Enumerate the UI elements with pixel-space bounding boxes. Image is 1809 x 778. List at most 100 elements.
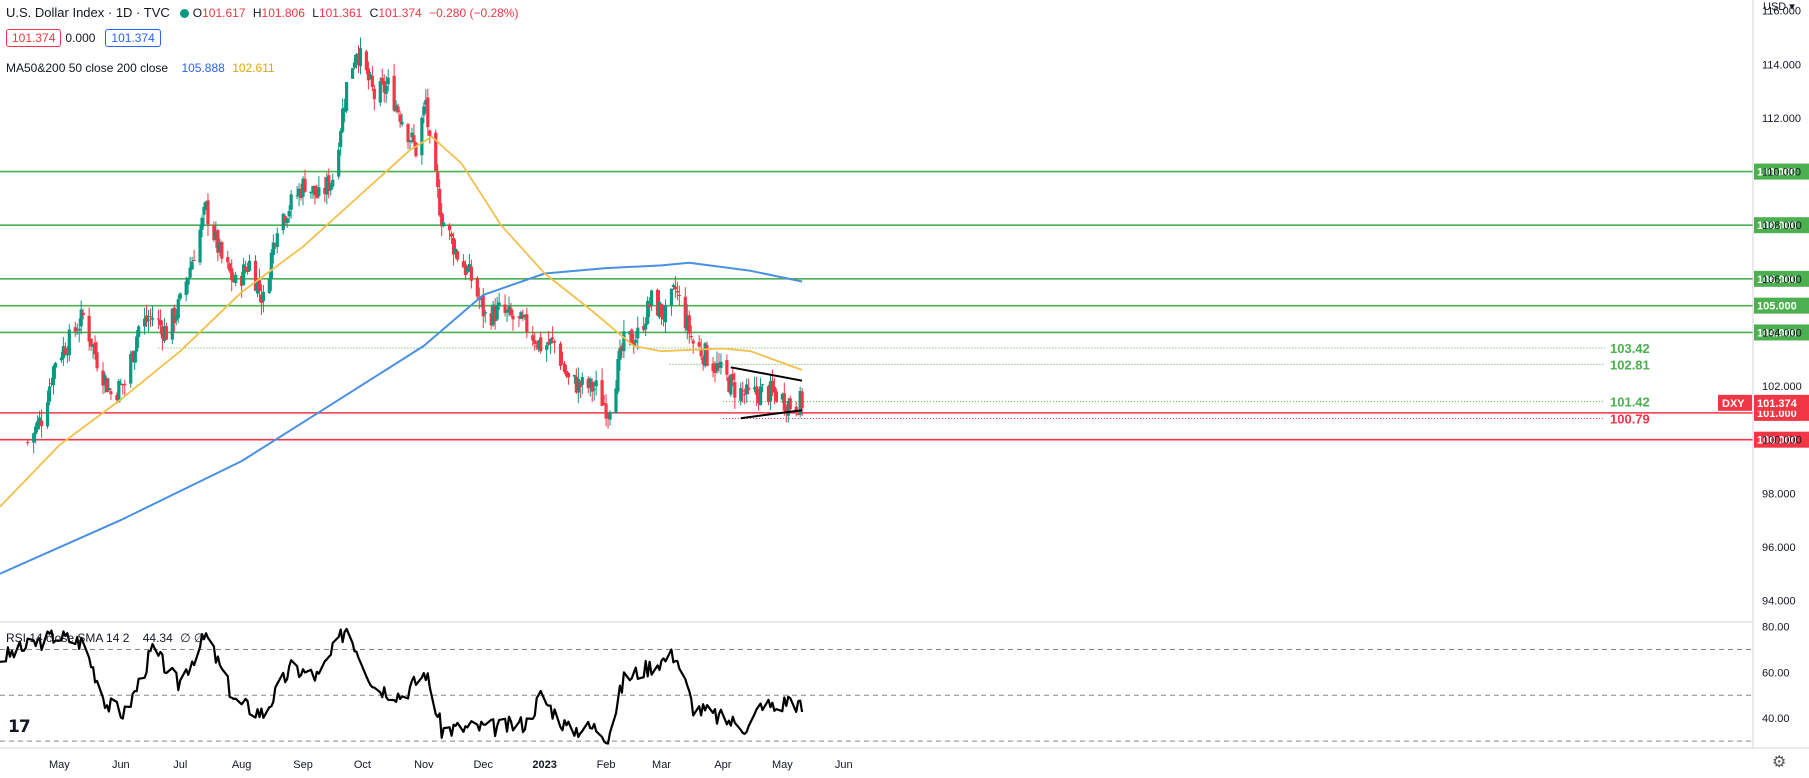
- candle-body: [550, 337, 555, 340]
- candle-body: [725, 360, 729, 375]
- candle-body: [396, 106, 400, 113]
- annotation-label: 100.79: [1610, 412, 1650, 427]
- rsi-tick-label: 40.00: [1762, 713, 1790, 725]
- candle-body: [133, 350, 137, 363]
- candle-body: [67, 329, 71, 356]
- candle-body: [36, 421, 40, 430]
- candle-body: [184, 281, 188, 296]
- candle-body: [503, 304, 507, 313]
- candle-body: [406, 124, 410, 143]
- candle-body: [655, 289, 660, 316]
- candle-body: [200, 217, 204, 230]
- candle-body: [91, 344, 95, 347]
- candle-body: [743, 394, 747, 396]
- candle-body: [295, 195, 299, 197]
- candle-body: [729, 374, 733, 395]
- candle-body: [309, 191, 313, 194]
- candle-body: [717, 364, 721, 367]
- y-tick-label: 112.000: [1762, 113, 1801, 125]
- candle-body: [89, 338, 93, 347]
- y-tick-label: 98.000: [1762, 488, 1796, 500]
- candle-body: [285, 218, 289, 224]
- candle-body: [657, 301, 662, 318]
- candle-body: [784, 408, 788, 414]
- candle-body: [93, 342, 97, 355]
- candle-body: [630, 329, 634, 345]
- candle-body: [689, 336, 693, 338]
- last-price-label: 101.374: [1757, 398, 1798, 410]
- x-tick-label: Jun: [835, 759, 853, 771]
- candle-body: [715, 363, 719, 371]
- candle-body: [410, 132, 414, 138]
- candle-body: [380, 77, 384, 83]
- candle-body: [463, 264, 468, 276]
- rsi-legend[interactable]: RSI 14 close SMA 14 2 44.34 ∅ ∅: [6, 631, 208, 645]
- ma200-value: 102.611: [232, 61, 275, 75]
- currency-selector[interactable]: USD ▾: [1763, 1, 1795, 13]
- candle-body: [659, 303, 664, 317]
- candle-body: [622, 331, 626, 352]
- candle-body: [75, 332, 79, 334]
- candle-body: [131, 351, 135, 362]
- candle-body: [382, 81, 386, 93]
- candle-body: [142, 318, 147, 327]
- candle-body: [150, 317, 155, 320]
- candle-body: [495, 305, 499, 320]
- candle-body: [705, 345, 709, 366]
- candle-body: [156, 318, 161, 320]
- candle-body: [214, 230, 218, 240]
- triangle-upper-line: [730, 366, 803, 382]
- candle-body: [701, 357, 705, 365]
- candle-body: [634, 339, 638, 343]
- sell-price[interactable]: 101.374: [6, 29, 62, 47]
- candle-body: [315, 193, 319, 198]
- candle-body: [758, 386, 763, 406]
- candle-body: [537, 340, 541, 350]
- ma-legend-label: MA50&200 50 close 200 close: [6, 61, 169, 75]
- candle-body: [447, 224, 452, 231]
- x-tick-label: May: [772, 759, 793, 771]
- candle-body: [218, 242, 222, 252]
- candle-body: [618, 348, 622, 360]
- candle-body: [283, 216, 287, 222]
- x-tick-label: May: [49, 759, 70, 771]
- level-tag: [1754, 431, 1809, 448]
- candle-body: [719, 361, 723, 368]
- candle-body: [479, 298, 483, 300]
- candle-body: [202, 206, 206, 215]
- candle-body: [267, 278, 271, 294]
- candle-body: [275, 233, 279, 248]
- candle-body: [727, 377, 731, 393]
- candle-body: [121, 384, 125, 386]
- buy-price[interactable]: 101.374: [105, 29, 161, 47]
- candle-body: [677, 295, 681, 297]
- candle-body: [493, 305, 497, 322]
- candle-body: [259, 294, 264, 303]
- ohlc-readout: O101.617 H101.806 L101.361 C101.374 −0.2…: [192, 6, 519, 20]
- symbol-title[interactable]: U.S. Dollar Index · 1D · TVC: [6, 5, 170, 20]
- candle-body: [420, 117, 424, 156]
- candle-body: [242, 264, 246, 286]
- candle-body: [53, 362, 58, 368]
- candle-body: [574, 376, 578, 393]
- candle-body: [608, 412, 612, 420]
- y-tick-label: 110.000: [1762, 167, 1801, 179]
- candle-body: [337, 149, 341, 177]
- candle-body: [539, 337, 543, 352]
- level-tag: [1754, 324, 1809, 341]
- candle-body: [220, 242, 224, 259]
- candle-body: [289, 194, 293, 210]
- candle-body: [796, 413, 800, 415]
- gear-icon[interactable]: ⚙: [1772, 754, 1787, 771]
- candle-body: [511, 315, 515, 320]
- candle-body: [509, 308, 513, 315]
- candle-body: [592, 388, 596, 390]
- candle-body: [576, 378, 580, 393]
- ma-legend[interactable]: MA50&200 50 close 200 close 105.888 102.…: [6, 61, 279, 75]
- x-tick-label: Jun: [112, 759, 130, 771]
- level-label: 100.000: [1757, 435, 1797, 447]
- candle-body: [32, 433, 36, 443]
